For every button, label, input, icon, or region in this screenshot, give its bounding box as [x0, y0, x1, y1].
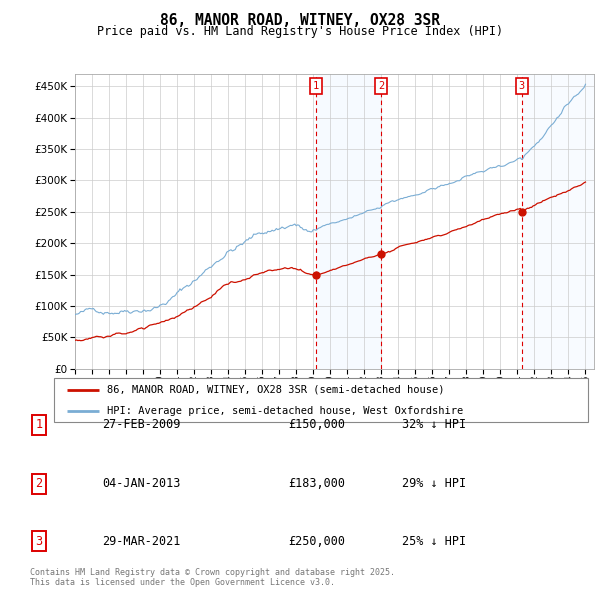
- Text: 29% ↓ HPI: 29% ↓ HPI: [402, 477, 466, 490]
- Text: 3: 3: [35, 535, 43, 548]
- Text: 2: 2: [379, 81, 385, 91]
- Text: 3: 3: [518, 81, 524, 91]
- Text: 29-MAR-2021: 29-MAR-2021: [102, 535, 181, 548]
- Text: 86, MANOR ROAD, WITNEY, OX28 3SR (semi-detached house): 86, MANOR ROAD, WITNEY, OX28 3SR (semi-d…: [107, 385, 445, 395]
- Text: £250,000: £250,000: [288, 535, 345, 548]
- Text: 25% ↓ HPI: 25% ↓ HPI: [402, 535, 466, 548]
- Text: 2: 2: [35, 477, 43, 490]
- Bar: [316, 74, 382, 369]
- FancyBboxPatch shape: [54, 378, 588, 422]
- Text: £150,000: £150,000: [288, 418, 345, 431]
- Text: 86, MANOR ROAD, WITNEY, OX28 3SR: 86, MANOR ROAD, WITNEY, OX28 3SR: [160, 13, 440, 28]
- Text: 1: 1: [35, 418, 43, 431]
- Text: 27-FEB-2009: 27-FEB-2009: [102, 418, 181, 431]
- Text: HPI: Average price, semi-detached house, West Oxfordshire: HPI: Average price, semi-detached house,…: [107, 406, 464, 416]
- Bar: [521, 74, 594, 369]
- Text: Price paid vs. HM Land Registry's House Price Index (HPI): Price paid vs. HM Land Registry's House …: [97, 25, 503, 38]
- Text: 32% ↓ HPI: 32% ↓ HPI: [402, 418, 466, 431]
- Text: Contains HM Land Registry data © Crown copyright and database right 2025.
This d: Contains HM Land Registry data © Crown c…: [30, 568, 395, 587]
- Text: 04-JAN-2013: 04-JAN-2013: [102, 477, 181, 490]
- Text: 1: 1: [313, 81, 319, 91]
- Text: £183,000: £183,000: [288, 477, 345, 490]
